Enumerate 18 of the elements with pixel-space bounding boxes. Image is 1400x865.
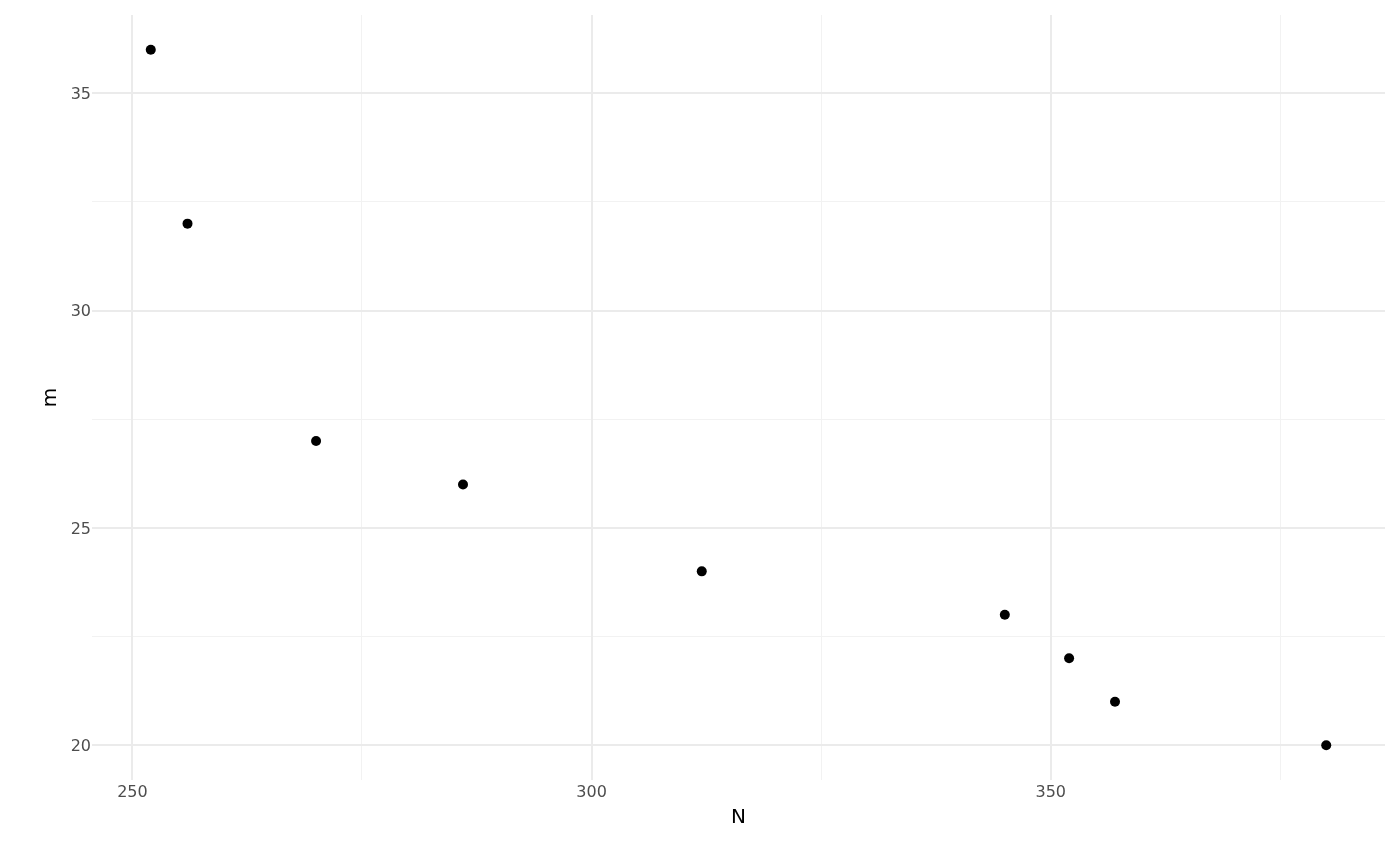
point bbox=[1064, 653, 1075, 664]
x-axis-title: N bbox=[731, 803, 746, 828]
point bbox=[145, 44, 156, 55]
x-tick-label: 350 bbox=[1035, 782, 1066, 801]
point bbox=[182, 218, 193, 229]
point bbox=[696, 566, 707, 577]
y-tick-label: 35 bbox=[70, 83, 91, 103]
point bbox=[1110, 696, 1121, 707]
y-tick-label: 20 bbox=[70, 735, 91, 755]
y-tick-label: 30 bbox=[70, 301, 91, 321]
point bbox=[458, 479, 468, 490]
x-tick-label: 300 bbox=[576, 782, 607, 801]
y-tick-label: 25 bbox=[70, 518, 91, 538]
point bbox=[999, 609, 1010, 620]
point bbox=[1321, 740, 1332, 751]
y-axis-title: m bbox=[37, 387, 62, 408]
x-tick-label: 250 bbox=[117, 782, 148, 801]
point bbox=[311, 435, 322, 446]
